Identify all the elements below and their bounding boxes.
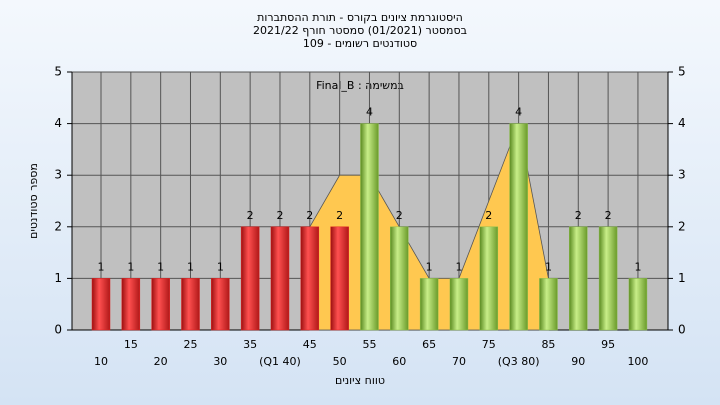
value-label: 1 bbox=[217, 260, 224, 273]
x-tick-label: 35 bbox=[243, 338, 257, 351]
bar bbox=[419, 278, 439, 331]
y2-tick-label: 2 bbox=[678, 219, 686, 233]
value-label: 1 bbox=[426, 260, 433, 273]
x-tick-label: 15 bbox=[124, 338, 138, 351]
x-tick-label: 20 bbox=[154, 355, 168, 368]
value-label: 1 bbox=[455, 260, 462, 273]
x-tick-label: 45 bbox=[303, 338, 317, 351]
chart-subtitle: בסמסטר (01/2021) סמסטר חורף 2021/22 bbox=[253, 24, 467, 37]
y-tick-label: 1 bbox=[54, 271, 62, 285]
value-label: 1 bbox=[187, 260, 194, 273]
x-tick-label: 85 bbox=[541, 338, 555, 351]
y-tick-label: 2 bbox=[54, 219, 62, 233]
bar bbox=[539, 278, 558, 331]
x-tick-label: 75 bbox=[482, 338, 496, 351]
bar bbox=[181, 278, 200, 331]
x-tick-label: 55 bbox=[362, 338, 376, 351]
x-tick-label: 25 bbox=[183, 338, 197, 351]
value-label: 2 bbox=[396, 209, 403, 222]
bar bbox=[211, 278, 230, 331]
bar bbox=[240, 226, 260, 331]
y-axis-label: מספר סטודנטים bbox=[27, 163, 40, 239]
x-tick-label: 100 bbox=[627, 355, 648, 368]
value-label: 2 bbox=[605, 209, 612, 222]
value-label: 1 bbox=[545, 260, 552, 273]
y-tick-label: 5 bbox=[54, 65, 62, 79]
x-tick-label: 30 bbox=[213, 355, 227, 368]
x-tick-label: 95 bbox=[601, 338, 615, 351]
y2-tick-label: 4 bbox=[678, 116, 686, 130]
x-tick-label: 60 bbox=[392, 355, 406, 368]
y2-tick-label: 0 bbox=[678, 323, 686, 337]
bar bbox=[569, 226, 588, 331]
x-tick-label: 65 bbox=[422, 338, 436, 351]
bar bbox=[300, 226, 320, 331]
bar bbox=[479, 226, 499, 331]
y2-tick-label: 5 bbox=[678, 65, 686, 79]
value-label: 1 bbox=[127, 260, 134, 273]
bar bbox=[509, 123, 528, 331]
value-label: 1 bbox=[634, 260, 641, 273]
chart-subtitle: סטודנטים רשומים - 109 bbox=[303, 37, 417, 50]
bar bbox=[390, 226, 409, 331]
x-tick-label: 90 bbox=[571, 355, 585, 368]
bar bbox=[270, 226, 290, 331]
y-tick-label: 4 bbox=[54, 116, 62, 130]
y-tick-label: 0 bbox=[54, 323, 62, 337]
value-label: 2 bbox=[575, 209, 582, 222]
bar bbox=[628, 278, 648, 331]
value-label: 2 bbox=[336, 209, 343, 222]
x-tick-label: (Q1 40) bbox=[259, 355, 301, 368]
value-label: 2 bbox=[276, 209, 283, 222]
value-label: 1 bbox=[157, 260, 164, 273]
y2-tick-label: 3 bbox=[678, 168, 686, 182]
x-axis-label: טווח ציונים bbox=[335, 374, 385, 387]
y-tick-label: 3 bbox=[54, 168, 62, 182]
value-label: 2 bbox=[306, 209, 313, 222]
bar bbox=[598, 226, 618, 331]
x-tick-label: 10 bbox=[94, 355, 108, 368]
annotation: Final_B : במשימה bbox=[316, 79, 404, 92]
chart-title: היסטוגרמת ציונים בקורס - תורת ההסתברות bbox=[257, 11, 463, 24]
x-tick-label: (Q3 80) bbox=[498, 355, 540, 368]
value-label: 2 bbox=[485, 209, 492, 222]
bar bbox=[449, 278, 469, 331]
bar bbox=[151, 278, 170, 331]
value-label: 2 bbox=[247, 209, 254, 222]
value-label: 4 bbox=[366, 106, 373, 119]
x-tick-label: 70 bbox=[452, 355, 466, 368]
bar bbox=[121, 278, 141, 331]
x-tick-label: 50 bbox=[333, 355, 347, 368]
bar bbox=[91, 278, 111, 331]
bar bbox=[330, 226, 349, 331]
bar bbox=[360, 123, 379, 331]
value-label: 4 bbox=[515, 106, 522, 119]
value-label: 1 bbox=[98, 260, 105, 273]
y2-tick-label: 1 bbox=[678, 271, 686, 285]
